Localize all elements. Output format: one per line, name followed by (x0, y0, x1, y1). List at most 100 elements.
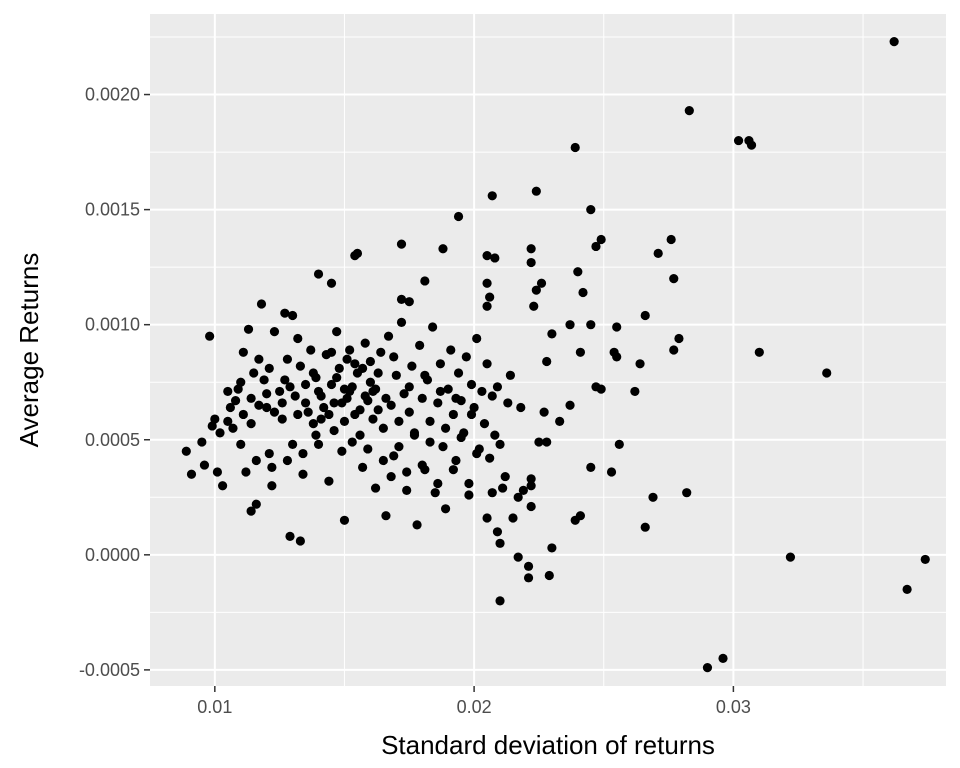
data-point (487, 391, 497, 401)
data-point (433, 478, 443, 489)
data-point (233, 384, 243, 394)
data-point (575, 347, 586, 357)
data-point (300, 398, 311, 408)
data-point (920, 554, 930, 565)
data-point (453, 368, 464, 378)
data-point (461, 352, 471, 362)
data-point (733, 135, 744, 146)
data-point (526, 474, 536, 484)
data-point (332, 326, 342, 337)
data-point (280, 308, 290, 318)
y-tick-label: 0.0005 (85, 430, 140, 450)
data-point (262, 402, 272, 413)
data-point (324, 409, 334, 420)
data-point (381, 511, 391, 521)
data-point (396, 239, 407, 249)
data-point (251, 499, 261, 509)
data-point (269, 407, 280, 417)
data-point (420, 276, 430, 286)
data-point (596, 384, 606, 394)
data-point (526, 501, 536, 512)
data-point (350, 359, 360, 369)
data-point (482, 278, 492, 288)
data-point (438, 442, 448, 452)
data-point (614, 439, 624, 449)
data-point (469, 402, 479, 413)
data-point (373, 368, 383, 378)
x-tick-label: 0.02 (457, 697, 492, 717)
data-point (396, 294, 407, 304)
y-tick-label: -0.0005 (79, 660, 140, 680)
data-point (570, 515, 580, 525)
data-point (640, 310, 650, 321)
data-point (205, 331, 215, 341)
data-point (293, 409, 303, 420)
data-point (464, 478, 474, 489)
data-point (718, 653, 728, 663)
y-axis-title: Average Returns (14, 253, 44, 448)
data-point (420, 370, 430, 380)
data-point (217, 481, 228, 491)
data-point (339, 515, 350, 525)
data-point (197, 437, 207, 447)
data-point (495, 439, 505, 449)
data-point (389, 451, 399, 461)
data-point (666, 234, 676, 245)
data-point (334, 363, 344, 374)
data-point (682, 488, 692, 498)
data-point (355, 405, 365, 415)
data-point (350, 251, 360, 261)
data-point (448, 409, 458, 420)
data-point (526, 257, 536, 268)
data-point (684, 106, 694, 116)
data-point (586, 205, 596, 215)
data-point (370, 384, 381, 394)
data-point (526, 244, 536, 254)
data-point (482, 359, 492, 369)
data-point (259, 375, 269, 385)
data-point (669, 274, 679, 284)
data-point (399, 389, 409, 399)
data-point (472, 333, 482, 344)
data-point (464, 490, 474, 500)
data-point (606, 467, 617, 477)
data-point (383, 331, 394, 341)
data-point (539, 407, 549, 417)
data-point (435, 386, 445, 397)
data-point (210, 414, 220, 424)
data-point (332, 373, 342, 383)
data-point (246, 419, 256, 429)
x-tick-label: 0.03 (716, 697, 751, 717)
data-point (412, 520, 422, 530)
data-point (425, 416, 435, 426)
data-point (300, 379, 311, 390)
data-point (282, 354, 293, 364)
data-point (303, 407, 313, 417)
data-point (319, 402, 329, 413)
data-point (236, 439, 246, 449)
data-point (490, 430, 500, 440)
data-point (531, 186, 541, 196)
data-point (542, 356, 552, 367)
data-point (889, 37, 899, 47)
data-point (578, 287, 588, 298)
data-point (404, 297, 414, 307)
data-point (215, 428, 225, 438)
x-tick-label: 0.01 (197, 697, 232, 717)
data-point (536, 278, 547, 288)
data-point (207, 421, 217, 431)
data-point (479, 419, 490, 429)
data-point (523, 561, 534, 571)
data-point (311, 373, 321, 383)
x-axis-title: Standard deviation of returns (381, 730, 715, 760)
data-point (529, 301, 539, 311)
data-point (391, 370, 401, 380)
data-point (544, 570, 554, 581)
data-point (534, 437, 544, 447)
data-point (500, 471, 510, 482)
data-point (396, 317, 407, 327)
data-point (238, 347, 248, 357)
data-point (451, 393, 461, 403)
data-point (360, 338, 370, 348)
data-point (181, 446, 191, 456)
